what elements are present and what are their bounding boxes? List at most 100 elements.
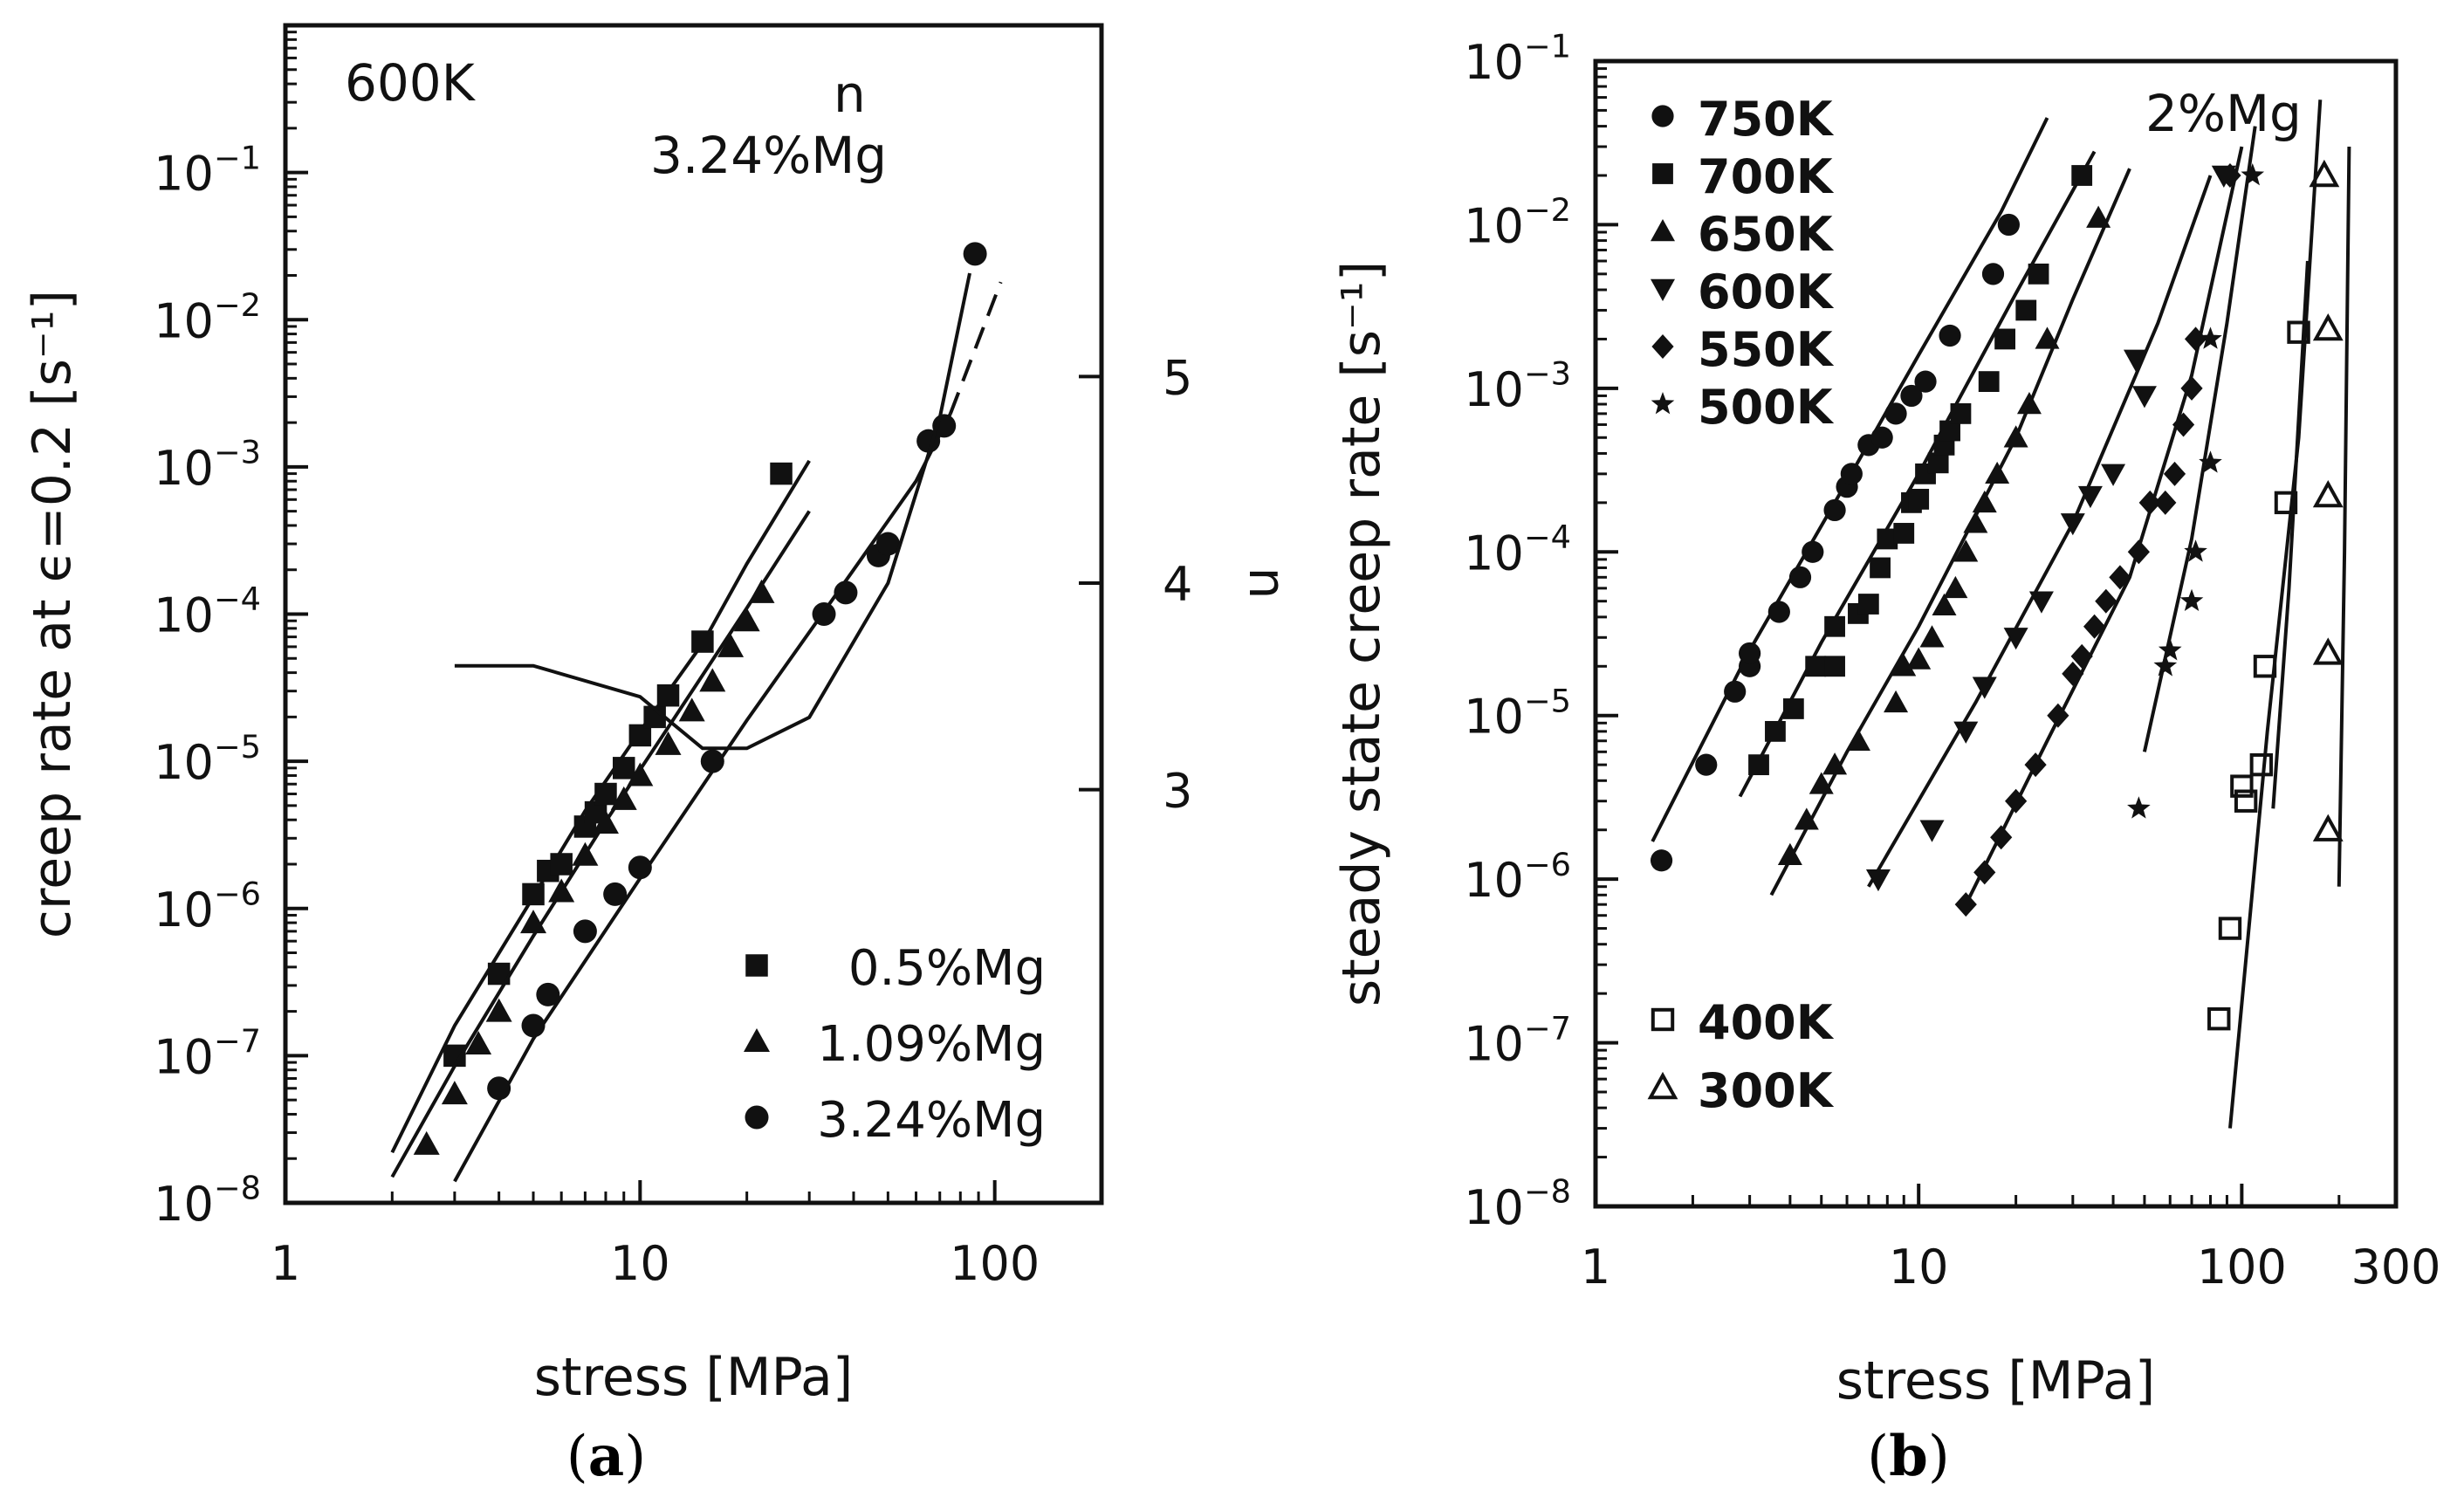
data-point <box>612 757 635 780</box>
data-point <box>592 809 619 834</box>
data-point <box>700 749 724 773</box>
fit-line <box>2228 100 2323 1129</box>
legend-label: 300K <box>1698 1063 1835 1118</box>
legend-marker <box>1651 219 1675 242</box>
n-axis-tick-label: 5 <box>1163 350 1192 405</box>
data-point <box>1884 690 1909 713</box>
data-point <box>1943 575 1968 599</box>
data-point <box>2158 638 2182 661</box>
legend-marker <box>1651 1007 1675 1032</box>
data-point <box>963 242 987 266</box>
data-point <box>2153 654 2178 677</box>
data-point <box>465 1031 492 1055</box>
data-point <box>1919 625 1945 648</box>
data-point <box>1950 402 1972 424</box>
legend-marker <box>1651 392 1675 415</box>
y-tick-label: 10−3 <box>1464 355 1571 417</box>
data-point <box>548 878 575 903</box>
data-point <box>2180 375 2203 401</box>
legend-marker <box>1651 105 1674 127</box>
data-point <box>1939 420 1960 442</box>
data-point <box>2312 637 2344 665</box>
y-axis-label: creep rate at ϵ=0.2 [s⁻¹] <box>22 290 83 938</box>
x-axis-label: stress [MPa] <box>534 1347 853 1408</box>
y-tick-label: 10−2 <box>1464 191 1571 253</box>
data-point <box>717 633 745 657</box>
data-point <box>1794 807 1819 830</box>
legend-label: 500K <box>1698 380 1835 435</box>
data-point <box>1739 642 1761 665</box>
data-point <box>1650 849 1673 872</box>
plot-frame <box>1593 58 2399 1209</box>
data-point <box>2095 588 2117 614</box>
data-point <box>1857 594 1879 615</box>
data-point <box>2035 326 2060 349</box>
data-point <box>1748 754 1769 776</box>
data-point <box>678 697 705 722</box>
x-tick-label: 300 <box>2351 1240 2440 1295</box>
series-1.09%Mg <box>390 510 811 1178</box>
data-point <box>1809 772 1834 794</box>
y-tick-label: 10−6 <box>154 875 261 937</box>
n-axis-label: n <box>1238 567 1297 600</box>
series-500K <box>2127 126 2265 819</box>
legend-label: 550K <box>1698 322 1835 377</box>
data-point <box>573 919 597 944</box>
x-tick-label: 100 <box>2197 1240 2287 1295</box>
data-point <box>2131 386 2157 409</box>
series-600K <box>1865 165 2236 892</box>
data-point <box>1823 498 1846 522</box>
data-point <box>1777 842 1802 865</box>
y-tick-label: 10−8 <box>1464 1173 1571 1235</box>
data-point <box>550 853 573 876</box>
data-point <box>1782 698 1804 719</box>
data-point <box>2003 425 2028 448</box>
data-point <box>2199 326 2222 349</box>
series-700K <box>1738 150 2097 798</box>
n-annotation: n <box>834 65 866 124</box>
data-point <box>2127 539 2150 565</box>
data-point <box>1845 728 1870 751</box>
data-point <box>2101 464 2126 486</box>
legend-marker <box>1651 334 1674 359</box>
data-point <box>1973 860 1996 885</box>
data-point <box>2309 159 2340 188</box>
data-point <box>1954 892 1977 917</box>
data-point <box>2127 796 2151 819</box>
x-tick-label: 1 <box>1581 1240 1610 1295</box>
fit-line <box>1964 146 2244 906</box>
data-point <box>655 731 682 755</box>
series-300K <box>2309 146 2351 887</box>
data-point <box>1900 384 1923 408</box>
legend-label: 0.5%Mg <box>848 940 1046 997</box>
legend-label: 650K <box>1698 207 1835 262</box>
data-point <box>487 1076 511 1101</box>
data-point <box>627 762 654 786</box>
data-point <box>2234 789 2258 813</box>
legend-label: 750K <box>1698 92 1835 147</box>
data-point <box>2047 703 2069 728</box>
fit-line <box>2142 126 2257 752</box>
data-point <box>1919 820 1945 842</box>
legend-label: 600K <box>1698 264 1835 319</box>
data-point <box>875 532 900 556</box>
legend-label: 3.24%Mg <box>817 1092 1046 1149</box>
data-point <box>2163 461 2186 486</box>
data-point <box>2179 588 2204 612</box>
panel-a: 10−8 10−7 10−6 10−5 10−4 10−3 10−2 10−1 1 10 100 st… <box>22 23 1297 1408</box>
data-point <box>2184 539 2207 562</box>
data-point <box>1953 721 1979 744</box>
data-point <box>2230 774 2254 798</box>
data-point <box>1767 601 1790 623</box>
data-point <box>1840 463 1863 485</box>
data-point <box>2199 450 2222 473</box>
x-tick-label: 10 <box>1889 1240 1949 1295</box>
data-point <box>1891 654 1917 677</box>
y-tick-label: 10−5 <box>154 728 261 790</box>
data-point <box>834 580 858 605</box>
data-point <box>413 1130 440 1155</box>
data-point <box>2123 349 2148 372</box>
data-point <box>2184 326 2207 352</box>
x-tick-label: 100 <box>950 1236 1040 1291</box>
data-point <box>1822 752 1848 775</box>
